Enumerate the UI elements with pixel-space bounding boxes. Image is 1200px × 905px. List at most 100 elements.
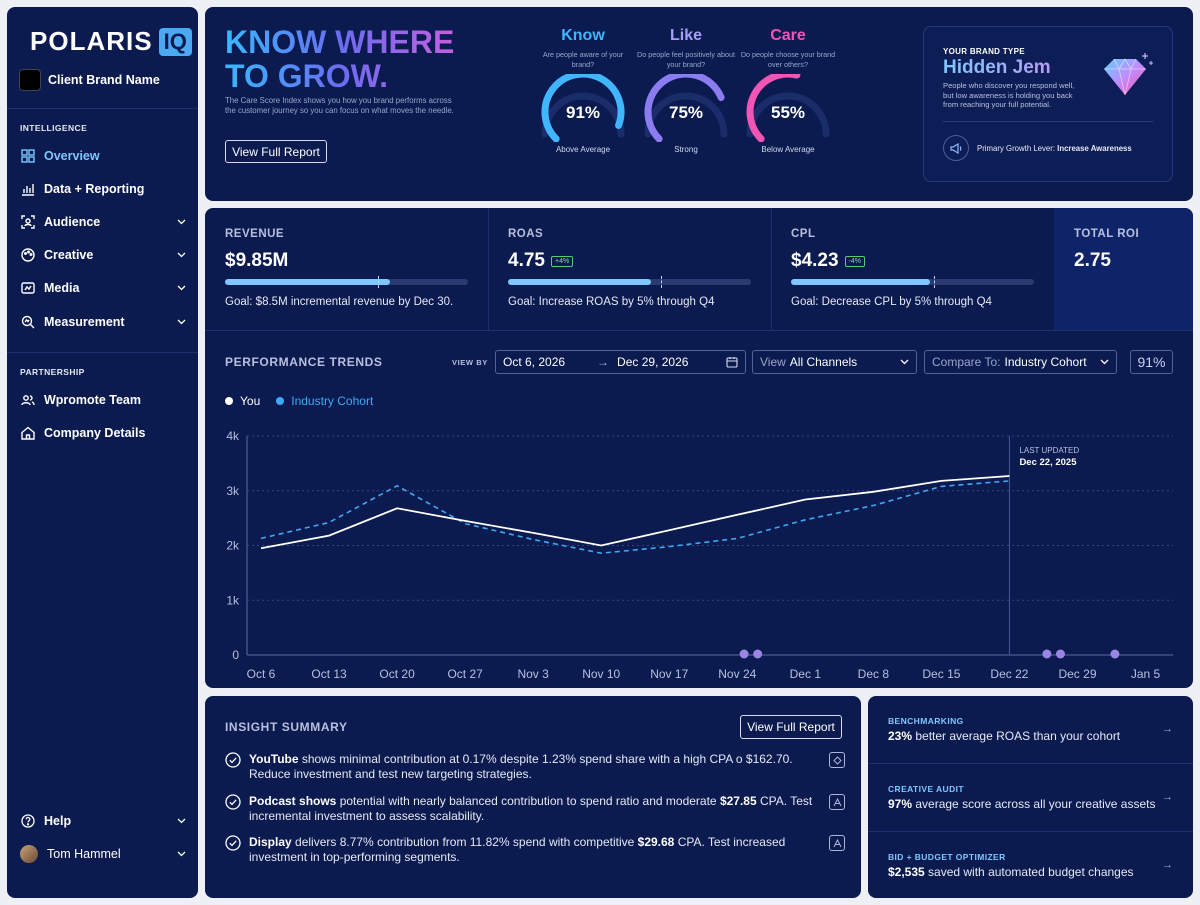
logo-badge: IQ (158, 27, 192, 56)
y-tick-label: 0 (232, 648, 239, 662)
team-icon (20, 393, 35, 408)
brand-type-card: YOUR BRAND TYPE Hidden Jem People who di… (923, 26, 1173, 182)
x-tick-label: Oct 13 (311, 667, 347, 681)
insight-bold: $29.68 (637, 835, 675, 849)
divider (7, 352, 198, 353)
metric-title: Like (669, 27, 702, 44)
client-logo (19, 69, 41, 91)
divider (943, 121, 1153, 122)
insight-item: Podcast shows potential with nearly bala… (225, 794, 845, 824)
event-marker (753, 649, 763, 659)
divider (868, 831, 1193, 832)
measure-icon (20, 315, 35, 330)
x-tick-label: Nov 17 (650, 667, 688, 681)
last-updated-date: Dec 22, 2025 (1019, 457, 1077, 468)
chart-legend: You Industry Cohort (225, 394, 373, 408)
insight-summary-panel: INSIGHT SUMMARY View Full Report YouTube… (205, 696, 861, 898)
tile-benchmarking[interactable]: BENCHMARKING 23% better average ROAS tha… (868, 696, 1193, 763)
logo-text: POLARIS (30, 26, 153, 56)
chevron-down-icon (900, 359, 909, 365)
view-full-report-button[interactable]: View Full Report (225, 140, 327, 163)
y-tick-label: 1k (226, 593, 240, 607)
insight-body: CPA. Test increased investment in top-pe… (249, 835, 786, 864)
gauge-like: 75% (641, 74, 731, 142)
check-circle-icon (225, 835, 241, 865)
brand-type-description: People who discover you respond well, bu… (943, 81, 1075, 109)
kpi-target-tick (661, 276, 663, 288)
kpi-progress-fill (791, 279, 930, 285)
sidebar-item-media[interactable]: Media (20, 278, 186, 298)
youtube-tag-icon[interactable] (829, 752, 845, 768)
metric-status: Above Average (555, 145, 611, 154)
performance-chart: 0 1k 2k 3k 4k Oct 6 Oct 13 Oct 20 Oct 27 Nov 3 Nov… (226, 429, 1173, 681)
sidebar-item-wpromote-team[interactable]: Wpromote Team (20, 390, 186, 410)
compare-label: Compare To: (932, 355, 1001, 369)
sidebar-item-creative[interactable]: Creative (20, 245, 186, 265)
sidebar-item-measurement[interactable]: Measurement (20, 312, 186, 332)
chevron-down-icon (177, 851, 186, 857)
metric-value: 75% (668, 103, 704, 122)
kpi-progress-bar (508, 276, 751, 288)
gauge-know: 91% (538, 74, 628, 142)
sidebar-item-label: Audience (44, 215, 101, 229)
sidebar-item-label: Help (44, 814, 72, 828)
hero-headline: KNOW WHERE TO GROW. (225, 24, 455, 94)
kpi-target-tick (934, 276, 936, 288)
kpi-roas: ROAS 4.75 +4% Goal: Increase ROAS by 5% t… (488, 208, 771, 330)
insight-body: shows minimal contribution at 0.17% desp… (249, 752, 793, 781)
kpi-value: $9.85M (225, 250, 288, 272)
sidebar-item-company-details[interactable]: Company Details (20, 423, 186, 443)
chevron-down-icon (177, 285, 186, 291)
date-range-picker[interactable]: Oct 6, 2026 → Dec 29, 2026 (495, 350, 746, 374)
channel-value: All Channels (789, 355, 858, 369)
series-line-industry-cohort (260, 480, 1010, 555)
tile-creative-audit[interactable]: CREATIVE AUDIT 97% average score across … (868, 764, 1193, 831)
insight-item: YouTube shows minimal contribution at 0.… (225, 752, 845, 782)
metric-status: Below Average (761, 145, 815, 154)
display-tag-icon[interactable] (829, 835, 845, 851)
compare-value: Industry Cohort (1004, 355, 1087, 369)
insight-text: YouTube shows minimal contribution at 0.… (249, 752, 814, 782)
sidebar-item-label: Company Details (44, 426, 146, 440)
legend-item-you[interactable]: You (225, 394, 260, 408)
podcast-tag-icon[interactable] (829, 794, 845, 810)
metric-know: Know Are people aware of your brand? 91%… (531, 27, 635, 154)
sidebar-item-overview[interactable]: Overview (20, 146, 186, 166)
chevron-down-icon (177, 252, 186, 258)
user-menu[interactable]: Tom Hammel (20, 844, 186, 864)
insight-bold: Podcast shows (249, 794, 337, 808)
date-to: Dec 29, 2026 (617, 355, 689, 369)
hero-description: The Care Score Index shows you how you b… (225, 96, 454, 115)
kpi-change-badge: -4% (844, 255, 865, 267)
polaris-logo[interactable]: POLARIS IQ (30, 26, 192, 57)
divider (488, 208, 489, 330)
sidebar-item-audience[interactable]: Audience (20, 212, 186, 232)
sidebar-item-data-reporting[interactable]: Data + Reporting (20, 179, 186, 199)
sidebar-item-label: Wpromote Team (44, 393, 141, 407)
last-updated-label: LAST UPDATED (1019, 446, 1079, 455)
kpi-performance-panel: REVENUE $9.85M Goal: $8.5M incremental r… (205, 208, 1193, 688)
kpi-progress-fill (508, 279, 652, 285)
care-score-hero: KNOW WHERE TO GROW. The Care Score Index… (205, 7, 1193, 201)
compare-select[interactable]: Compare To: Industry Cohort (924, 350, 1117, 374)
legend-item-cohort[interactable]: Industry Cohort (276, 394, 373, 408)
x-tick-label: Jan 5 (1131, 667, 1161, 681)
view-full-report-button[interactable]: View Full Report (740, 715, 842, 739)
audience-icon (20, 215, 35, 230)
sidebar: POLARIS IQ Client Brand Name INTELLIGENC… (7, 7, 198, 898)
tile-bid-budget-optimizer[interactable]: BID + BUDGET OPTIMIZER $2,535 saved with… (868, 832, 1193, 898)
tile-bold: 97% (888, 797, 913, 811)
x-tick-label: Oct 27 (447, 667, 483, 681)
kpi-value-text: $9.85M (225, 250, 289, 271)
growth-lever-value: Increase Awareness (1057, 144, 1132, 153)
x-tick-label: Nov 24 (718, 667, 756, 681)
x-tick-label: Dec 8 (858, 667, 890, 681)
event-marker (739, 649, 749, 659)
media-icon (20, 281, 35, 296)
insight-bold: Display (249, 835, 292, 849)
client-brand[interactable]: Client Brand Name (19, 69, 160, 91)
tile-body: saved with automated budget changes (924, 865, 1134, 879)
event-marker (1110, 649, 1120, 659)
sidebar-item-help[interactable]: Help (20, 811, 186, 831)
channel-select[interactable]: View All Channels (752, 350, 917, 374)
